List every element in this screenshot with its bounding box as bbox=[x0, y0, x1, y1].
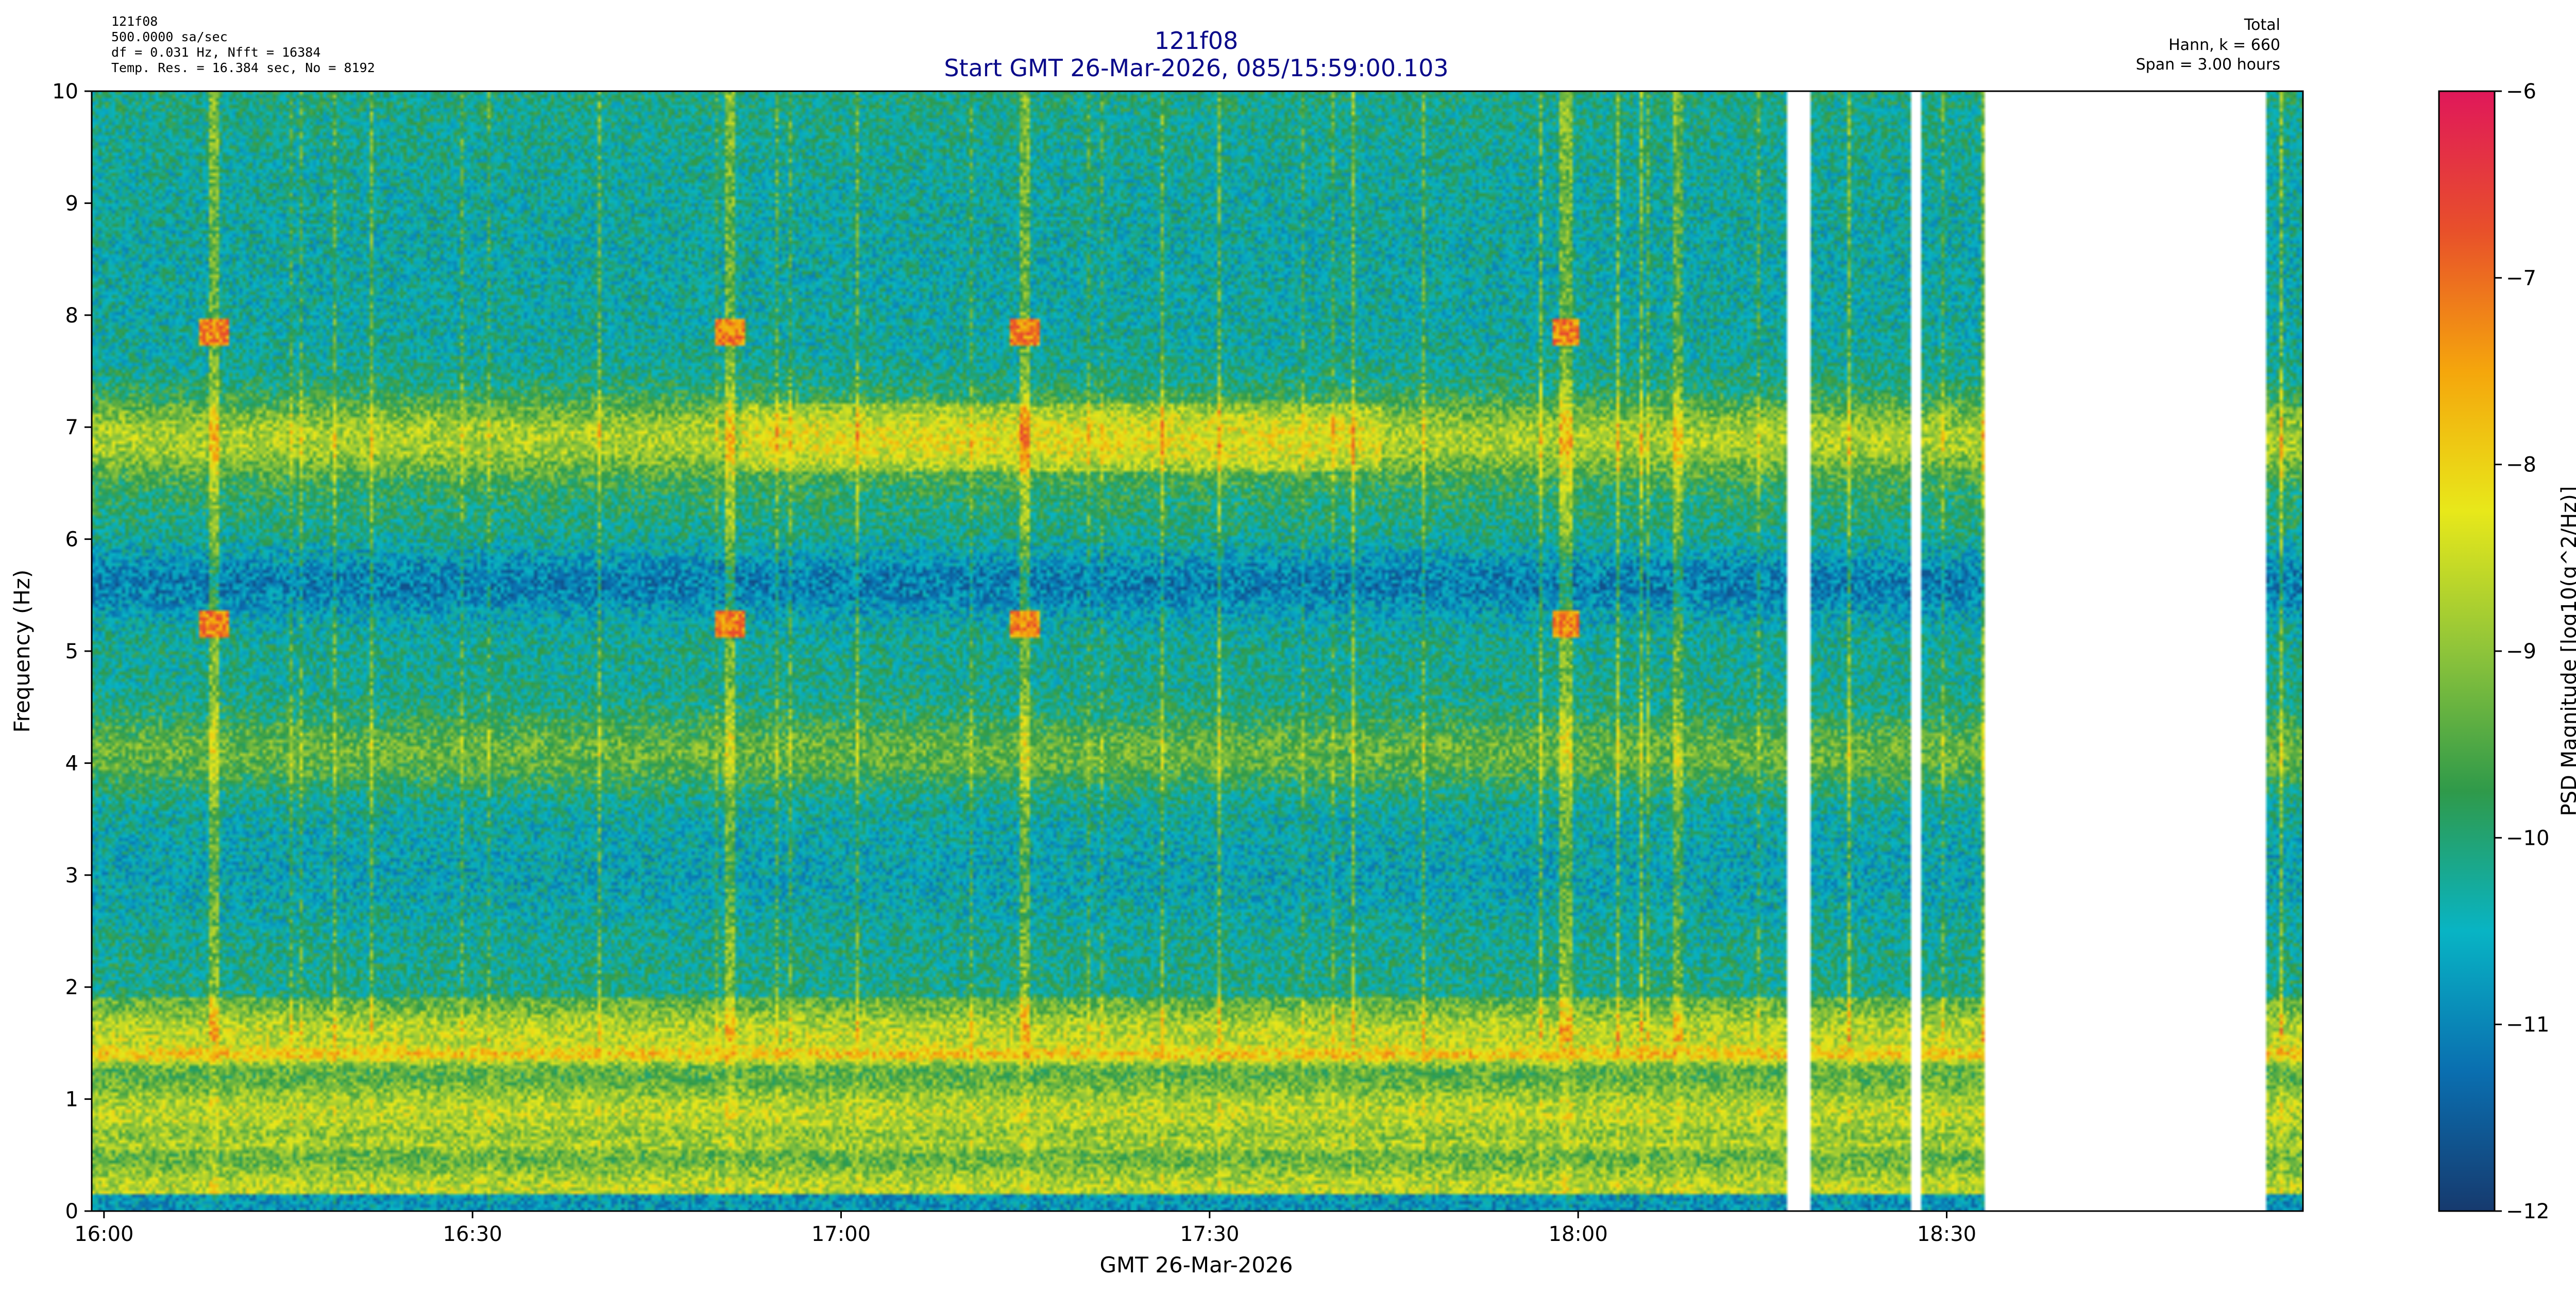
colorbar-tick-label: −7 bbox=[2506, 266, 2536, 290]
colorbar-tick-label: −9 bbox=[2506, 640, 2536, 663]
header-left-line: df = 0.031 Hz, Nfft = 16384 bbox=[111, 45, 320, 60]
y-axis-label: Frequency (Hz) bbox=[9, 570, 35, 733]
header-right: Total Hann, k = 660 Span = 3.00 hours bbox=[2136, 16, 2280, 74]
colorbar-tick-label: −6 bbox=[2506, 80, 2536, 104]
x-tick-label: 17:00 bbox=[811, 1222, 871, 1246]
y-tick-label: 8 bbox=[65, 304, 78, 328]
x-tick-label: 18:30 bbox=[1917, 1222, 1976, 1246]
y-tick-label: 10 bbox=[52, 80, 78, 104]
colorbar-tick-label: −8 bbox=[2506, 453, 2536, 477]
plot-area bbox=[92, 91, 2303, 1211]
y-tick-label: 2 bbox=[65, 976, 78, 999]
y-tick-label: 4 bbox=[65, 752, 78, 775]
x-tick-label: 16:00 bbox=[74, 1222, 133, 1246]
header-right-line: Span = 3.00 hours bbox=[2136, 56, 2280, 74]
header-right-line: Hann, k = 660 bbox=[2168, 36, 2280, 54]
colorbar bbox=[2438, 90, 2496, 1212]
header-left-line: 121f08 bbox=[111, 14, 158, 29]
x-axis: 16:00 16:30 17:00 17:30 18:00 18:30 bbox=[74, 1211, 1976, 1246]
y-tick-label: 1 bbox=[65, 1088, 78, 1112]
header-left-line: Temp. Res. = 16.384 sec, No = 8192 bbox=[111, 60, 375, 75]
colorbar-tick-label: −12 bbox=[2506, 1200, 2549, 1223]
y-tick-label: 6 bbox=[65, 528, 78, 552]
colorbar-tick-label: −11 bbox=[2506, 1013, 2549, 1037]
colorbar-label: PSD Magnitude [log10(g^2/Hz)] bbox=[2557, 486, 2576, 816]
header-left: 121f08 500.0000 sa/sec df = 0.031 Hz, Nf… bbox=[111, 14, 375, 75]
chart-subtitle: Start GMT 26-Mar-2026, 085/15:59:00.103 bbox=[944, 54, 1448, 82]
colorbar-tick-label: −10 bbox=[2506, 826, 2549, 850]
x-tick-label: 17:30 bbox=[1180, 1222, 1239, 1246]
y-axis: 0 1 2 3 4 5 6 7 8 9 10 bbox=[52, 80, 92, 1223]
y-tick-label: 3 bbox=[65, 864, 78, 888]
header-left-line: 500.0000 sa/sec bbox=[111, 29, 228, 44]
y-tick-label: 7 bbox=[65, 416, 78, 439]
x-tick-label: 18:00 bbox=[1549, 1222, 1608, 1246]
y-tick-label: 0 bbox=[65, 1200, 78, 1223]
x-axis-label: GMT 26-Mar-2026 bbox=[1100, 1252, 1293, 1278]
x-tick-label: 16:30 bbox=[443, 1222, 502, 1246]
y-tick-label: 5 bbox=[65, 640, 78, 663]
spectrogram-image bbox=[92, 91, 2303, 1211]
y-tick-label: 9 bbox=[65, 192, 78, 215]
colorbar-ticks: −6 −7 −8 −9 −10 −11 −12 bbox=[2495, 80, 2549, 1223]
chart-title: 121f08 bbox=[1155, 27, 1239, 55]
header-right-line: Total bbox=[2244, 16, 2280, 34]
